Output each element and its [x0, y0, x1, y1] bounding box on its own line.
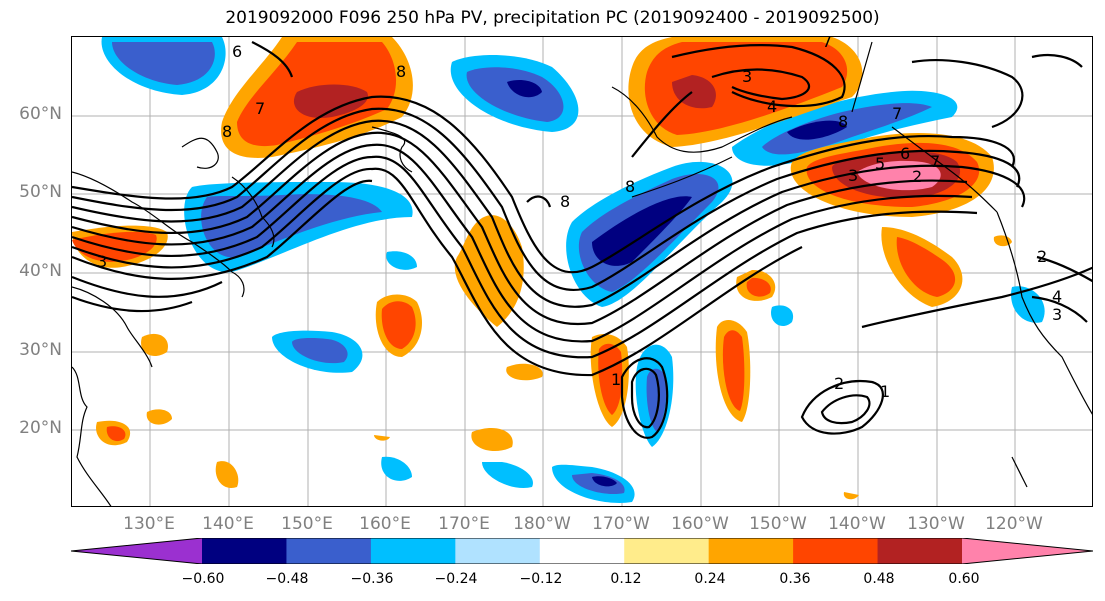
lon-label: 150°E	[281, 514, 333, 534]
contour-label: 6	[232, 42, 242, 61]
contour-label: 4	[1052, 287, 1062, 306]
lon-label: 170°E	[438, 514, 490, 534]
contour-label: 7	[255, 99, 265, 118]
colorbar-extend-min	[71, 538, 202, 564]
colorbar-segments	[71, 538, 1093, 564]
lon-label: 130°E	[123, 514, 175, 534]
contour-label: 1	[880, 382, 890, 401]
contour-label: 8	[560, 192, 570, 211]
lon-label: 160°E	[359, 514, 411, 534]
contour-label: 7	[892, 104, 902, 123]
lon-label: 120°W	[985, 514, 1043, 534]
colorbar	[71, 538, 1093, 564]
contour-label: 2	[912, 167, 922, 186]
lon-label: 180°W	[513, 514, 571, 534]
contour-label: 8	[625, 177, 635, 196]
lon-label: 140°E	[202, 514, 254, 534]
contour-label: 2	[834, 374, 844, 393]
lat-label: 20°N	[19, 418, 62, 438]
lat-label: 40°N	[19, 261, 62, 281]
colorbar-tick-label: 0.60	[948, 571, 980, 587]
lon-label: 160°W	[671, 514, 729, 534]
colorbar-tick-label: −0.60	[181, 571, 225, 587]
lon-label: 140°W	[828, 514, 886, 534]
map-panel: 6 8 7 8 8 8 7 3 4 8 5 6 7 3 7 2 1 4 3 2 …	[71, 36, 1093, 507]
colorbar-segment	[877, 538, 963, 564]
colorbar-tick-label: 0.12	[610, 571, 642, 587]
contour-label: 8	[838, 112, 848, 131]
colorbar-segment	[286, 538, 372, 564]
contour-label: 8	[222, 122, 232, 141]
colorbar-segment	[708, 538, 794, 564]
colorbar-tick-label: 0.24	[694, 571, 726, 587]
contour-label: 3	[97, 252, 107, 271]
lon-label: 170°W	[592, 514, 650, 534]
colorbar-tick-label: 0.36	[779, 571, 811, 587]
contour-label: 4	[767, 97, 777, 116]
contour-label: 5	[875, 154, 885, 173]
precip-negative-shading	[101, 37, 1045, 503]
colorbar-segment	[539, 538, 625, 564]
contour-labels: 6 8 7 8 8 8 7 3 4 8 5 6 7 3 7 2 1 4 3 2 …	[97, 37, 1062, 401]
lat-label: 50°N	[19, 182, 62, 202]
contour-label: 3	[1052, 305, 1062, 324]
colorbar-segment	[793, 538, 879, 564]
lon-label: 150°W	[749, 514, 807, 534]
contour-label: 1	[611, 370, 621, 389]
contour-label: 2	[1037, 247, 1047, 266]
lat-label: 60°N	[19, 104, 62, 124]
precip-positive-shading	[72, 37, 1012, 500]
colorbar-extend-max	[962, 538, 1093, 564]
colorbar-tick-label: 0.48	[863, 571, 895, 587]
colorbar-tick-label: −0.24	[434, 571, 478, 587]
contour-label: 8	[396, 62, 406, 81]
colorbar-segment	[455, 538, 541, 564]
pv-contours	[72, 41, 1092, 439]
map-canvas: 6 8 7 8 8 8 7 3 4 8 5 6 7 3 7 2 1 4 3 2 …	[72, 37, 1092, 506]
lat-label: 30°N	[19, 340, 62, 360]
colorbar-segment	[624, 538, 710, 564]
colorbar-segment	[202, 538, 287, 564]
lon-label: 130°W	[907, 514, 965, 534]
colorbar-segment	[370, 538, 456, 564]
contour-label: 7	[822, 37, 832, 51]
plot-title: 2019092000 F096 250 hPa PV, precipitatio…	[225, 8, 880, 28]
contour-label: 3	[848, 166, 858, 185]
colorbar-tick-label: −0.36	[350, 571, 394, 587]
contour-label: 3	[742, 67, 752, 86]
colorbar-tick-label: −0.12	[519, 571, 563, 587]
contour-label: 7	[930, 152, 940, 171]
colorbar-tick-label: −0.48	[265, 571, 309, 587]
contour-label: 6	[900, 144, 910, 163]
